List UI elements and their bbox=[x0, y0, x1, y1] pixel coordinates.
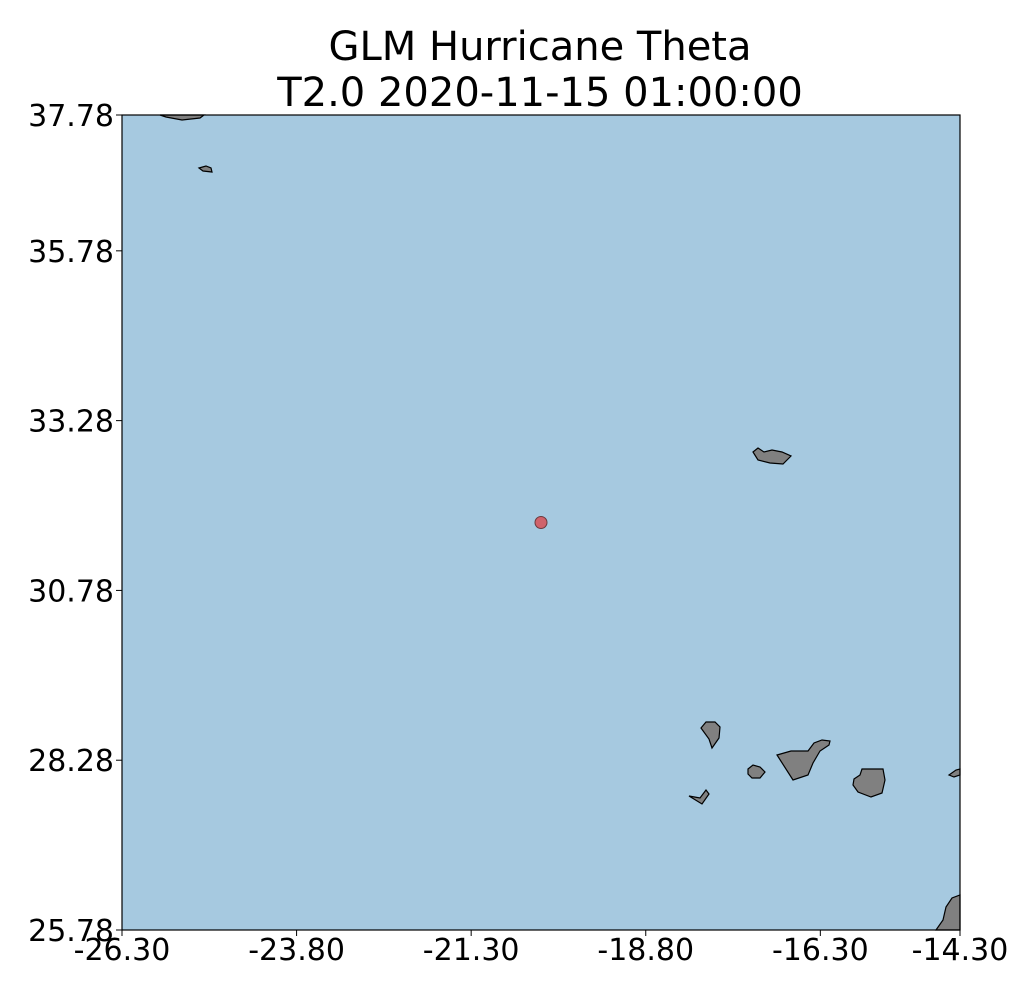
island-gran-canaria bbox=[852, 768, 886, 798]
island-la-palma bbox=[700, 721, 721, 750]
y-axis: 37.78 35.78 33.28 30.78 28.28 25.78 bbox=[28, 99, 122, 949]
plot-frame bbox=[121, 114, 961, 931]
x-tick-label: -14.30 bbox=[912, 933, 1009, 968]
y-tick-label: 28.28 bbox=[28, 744, 114, 779]
y-tick-label: 25.78 bbox=[28, 914, 114, 949]
x-tick-label: -18.80 bbox=[597, 933, 694, 968]
island-small-north-west bbox=[197, 165, 213, 173]
x-tick-label: -26.30 bbox=[74, 933, 171, 968]
y-tick-label: 37.78 bbox=[28, 99, 114, 134]
x-tick-label: -23.80 bbox=[248, 933, 345, 968]
x-axis: -26.30 -23.80 -21.30 -18.80 -16.30 -14.30 bbox=[74, 930, 1009, 968]
y-tick-label: 35.78 bbox=[28, 235, 114, 270]
map-title-line1: GLM Hurricane Theta bbox=[328, 24, 752, 70]
x-tick-label: -16.30 bbox=[772, 933, 869, 968]
y-tick-label: 33.28 bbox=[28, 405, 114, 440]
x-tick-label: -21.30 bbox=[423, 933, 520, 968]
storm-center-marker bbox=[534, 516, 548, 529]
land-masses bbox=[159, 114, 961, 931]
island-madeira bbox=[752, 447, 793, 465]
island-tenerife bbox=[776, 739, 831, 781]
map-title-line2: T2.0 2020-11-15 01:00:00 bbox=[277, 70, 803, 116]
island-la-gomera bbox=[747, 764, 766, 779]
y-tick-label: 30.78 bbox=[28, 574, 114, 609]
island-el-hierro bbox=[688, 789, 710, 805]
